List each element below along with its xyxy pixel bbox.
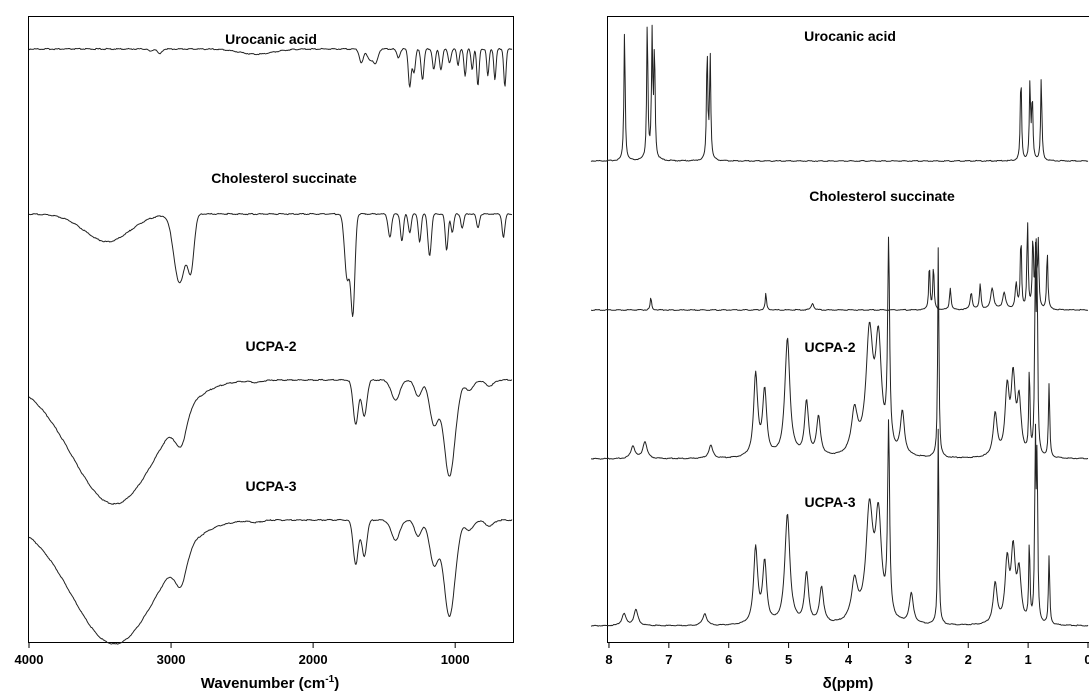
ftir-title-cholesterol-succinate: Cholesterol succinate <box>211 170 357 186</box>
ftir-x-axis-label: Wavenumber (cm-1) <box>201 674 339 692</box>
nmr-tick-label: 1 <box>1025 652 1032 667</box>
nmr-tick-label: 2 <box>965 652 972 667</box>
nmr-title-ucpa-2: UCPA-2 <box>804 339 855 355</box>
nmr-x-axis-label: δ(ppm) <box>823 675 874 692</box>
ftir-trace-1 <box>28 47 513 88</box>
nmr-title-cholesterol-succinate: Cholesterol succinate <box>809 188 955 204</box>
nmr-tick-label: 5 <box>785 652 792 667</box>
ftir-tick-label: 3000 <box>157 652 186 667</box>
ftir-tick-label: 1000 <box>441 652 470 667</box>
ftir-trace-2 <box>29 212 513 317</box>
ftir-trace-4 <box>28 518 513 645</box>
ftir-title-ucpa-3: UCPA-3 <box>245 478 296 494</box>
ftir-tick-label: 4000 <box>15 652 44 667</box>
nmr-tick-label: 8 <box>605 652 612 667</box>
ftir-x-axis-ticks: 4000 3000 2000 1000 <box>15 642 470 667</box>
ftir-trace-3 <box>28 378 513 505</box>
nmr-trace-1 <box>590 24 1089 162</box>
nmr-title-ucpa-3: UCPA-3 <box>804 494 855 510</box>
nmr-trace-4 <box>590 419 1089 627</box>
ftir-plot-frame <box>28 16 514 643</box>
ftir-title-ucpa-2: UCPA-2 <box>245 338 296 354</box>
nmr-tick-label: 3 <box>905 652 912 667</box>
nmr-panel: Urocanic acid Cholesterol succinate UCPA… <box>590 16 1089 692</box>
ftir-tick-label: 2000 <box>299 652 328 667</box>
nmr-tick-label: 7 <box>665 652 672 667</box>
nmr-traces <box>590 24 1089 627</box>
ftir-traces <box>28 47 513 645</box>
ftir-panel: Urocanic acid Cholesterol succinate UCPA… <box>15 16 514 692</box>
ftir-title-urocanic-acid: Urocanic acid <box>225 31 317 47</box>
nmr-trace-2 <box>591 222 1089 311</box>
nmr-trace-3 <box>591 236 1089 460</box>
nmr-title-urocanic-acid: Urocanic acid <box>804 28 896 44</box>
nmr-tick-label: 0 <box>1084 652 1089 667</box>
nmr-x-axis-ticks: 8 7 6 5 4 3 2 1 0 <box>605 642 1089 667</box>
nmr-tick-label: 6 <box>725 652 732 667</box>
nmr-plot-frame <box>607 16 1089 643</box>
nmr-tick-label: 4 <box>845 652 853 667</box>
